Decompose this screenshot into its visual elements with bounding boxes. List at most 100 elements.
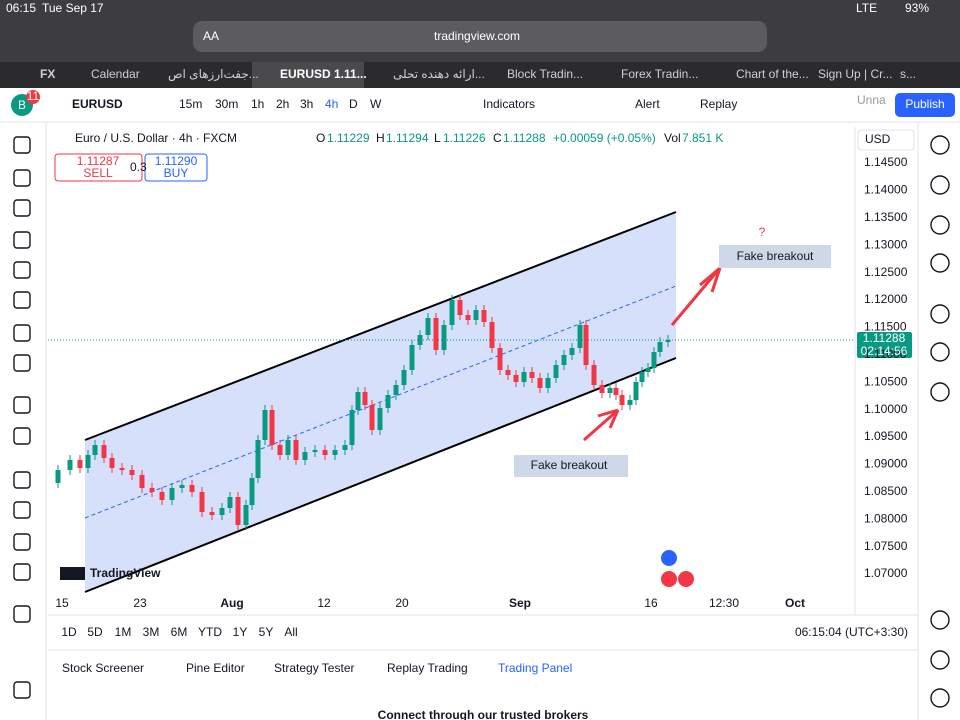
buy-button[interactable] xyxy=(144,153,208,182)
tool-icon[interactable] xyxy=(930,650,950,670)
bottom-tab[interactable]: Trading Panel xyxy=(498,661,572,675)
tab-title[interactable]: Block Tradin... xyxy=(507,67,583,81)
tool-icon[interactable] xyxy=(930,135,950,155)
interval[interactable]: 15m xyxy=(179,97,202,111)
tool-icon[interactable] xyxy=(13,324,31,342)
candle xyxy=(149,488,155,492)
tool-icon[interactable] xyxy=(13,605,31,623)
candle xyxy=(409,345,415,370)
tool-icon[interactable] xyxy=(930,382,950,402)
range-button[interactable]: All xyxy=(284,625,297,639)
candle xyxy=(393,385,399,395)
tool-icon[interactable] xyxy=(13,396,31,414)
tool-icon[interactable] xyxy=(930,342,950,362)
candle xyxy=(109,458,115,468)
tab-title[interactable]: Forex Tradin... xyxy=(621,67,698,81)
tool-icon[interactable] xyxy=(13,231,31,249)
candle xyxy=(433,318,439,350)
tab-title[interactable]: Calendar xyxy=(91,67,140,81)
candle xyxy=(545,378,551,388)
range-button[interactable]: 1Y xyxy=(233,625,248,639)
tool-icon[interactable] xyxy=(930,215,950,235)
channel-mid xyxy=(84,285,677,519)
candle xyxy=(77,460,83,468)
tool-icon[interactable] xyxy=(13,291,31,309)
tab-title[interactable]: ارائه دهنده تحلی... xyxy=(393,67,485,82)
tool-icon[interactable] xyxy=(13,563,31,581)
tab-title[interactable]: FX xyxy=(40,67,55,81)
interval[interactable]: 30m xyxy=(215,97,238,111)
address-bar[interactable] xyxy=(193,21,767,52)
bottom-tab[interactable]: Replay Trading xyxy=(387,661,468,675)
tool-icon[interactable] xyxy=(13,681,31,699)
candle xyxy=(569,348,575,355)
arrow xyxy=(670,266,722,326)
tool-icon[interactable] xyxy=(930,688,950,708)
symbol[interactable]: EURUSD xyxy=(72,97,123,111)
candle xyxy=(599,385,605,393)
tab-title[interactable]: Chart of the... xyxy=(736,67,809,81)
candle xyxy=(417,335,423,345)
interval[interactable]: 1h xyxy=(251,97,264,111)
candle xyxy=(583,325,589,365)
tool-icon[interactable] xyxy=(13,136,31,154)
bottom-tab[interactable]: Strategy Tester xyxy=(274,661,354,675)
annotation-box[interactable] xyxy=(719,245,831,268)
alert-button[interactable]: Alert xyxy=(635,97,660,111)
range-button[interactable]: YTD xyxy=(198,625,222,639)
tab-title[interactable]: جفت‌ارزهای اص... xyxy=(168,67,259,82)
buy-price: 1.11290 xyxy=(155,154,198,168)
bottom-tab[interactable]: Stock Screener xyxy=(62,661,144,675)
event-icon[interactable] xyxy=(661,550,677,566)
tool-icon[interactable] xyxy=(13,501,31,519)
range-button[interactable]: 5D xyxy=(87,625,103,639)
range-button[interactable]: 1M xyxy=(115,625,132,639)
interval[interactable]: 2h xyxy=(276,97,289,111)
tool-icon[interactable] xyxy=(930,175,950,195)
candle xyxy=(119,468,125,470)
tool-icon[interactable] xyxy=(930,610,950,630)
candle xyxy=(302,452,308,460)
range-button[interactable]: 1D xyxy=(61,625,77,639)
indicators-button[interactable]: Indicators xyxy=(483,97,535,111)
tab-title[interactable]: EURUSD 1.11... xyxy=(280,67,367,81)
interval[interactable]: 4h xyxy=(325,97,338,111)
range-button[interactable]: 6M xyxy=(171,625,188,639)
event-icon[interactable] xyxy=(678,571,694,587)
candle xyxy=(285,440,291,455)
active-tab[interactable] xyxy=(252,62,364,88)
bottom-tab[interactable]: Pine Editor xyxy=(186,661,245,675)
tool-icon[interactable] xyxy=(13,427,31,445)
publish-button[interactable] xyxy=(895,93,955,117)
currency-select[interactable] xyxy=(857,129,915,151)
interval[interactable]: D xyxy=(349,97,358,111)
interval[interactable]: W xyxy=(370,97,382,111)
candle xyxy=(529,372,535,378)
tool-icon[interactable] xyxy=(13,199,31,217)
candle xyxy=(513,375,519,382)
price-label: 1.07500 xyxy=(864,539,908,553)
annotation-box[interactable] xyxy=(514,455,628,477)
price-label: 1.12000 xyxy=(864,292,908,306)
tool-icon[interactable] xyxy=(13,533,31,551)
tool-icon[interactable] xyxy=(13,471,31,489)
range-button[interactable]: 3M xyxy=(143,625,160,639)
tab-title[interactable]: Sign Up | Cr... xyxy=(818,67,892,81)
replay-button[interactable]: Replay xyxy=(700,97,737,111)
text-size-button[interactable]: AA xyxy=(203,29,219,43)
tab-title[interactable]: s... xyxy=(900,67,916,81)
tool-icon[interactable] xyxy=(13,354,31,372)
tool-icon[interactable] xyxy=(930,304,950,324)
tool-icon[interactable] xyxy=(13,261,31,279)
ohlc: L xyxy=(434,131,441,145)
sell-button[interactable] xyxy=(54,153,143,182)
event-icon[interactable] xyxy=(661,571,677,587)
interval[interactable]: 3h xyxy=(300,97,313,111)
buy-label: BUY xyxy=(164,166,189,180)
range-button[interactable]: 5Y xyxy=(259,625,274,639)
tool-icon[interactable] xyxy=(13,169,31,187)
price-label: 1.10500 xyxy=(864,374,908,388)
candle xyxy=(342,445,348,450)
tool-icon[interactable] xyxy=(930,253,950,273)
